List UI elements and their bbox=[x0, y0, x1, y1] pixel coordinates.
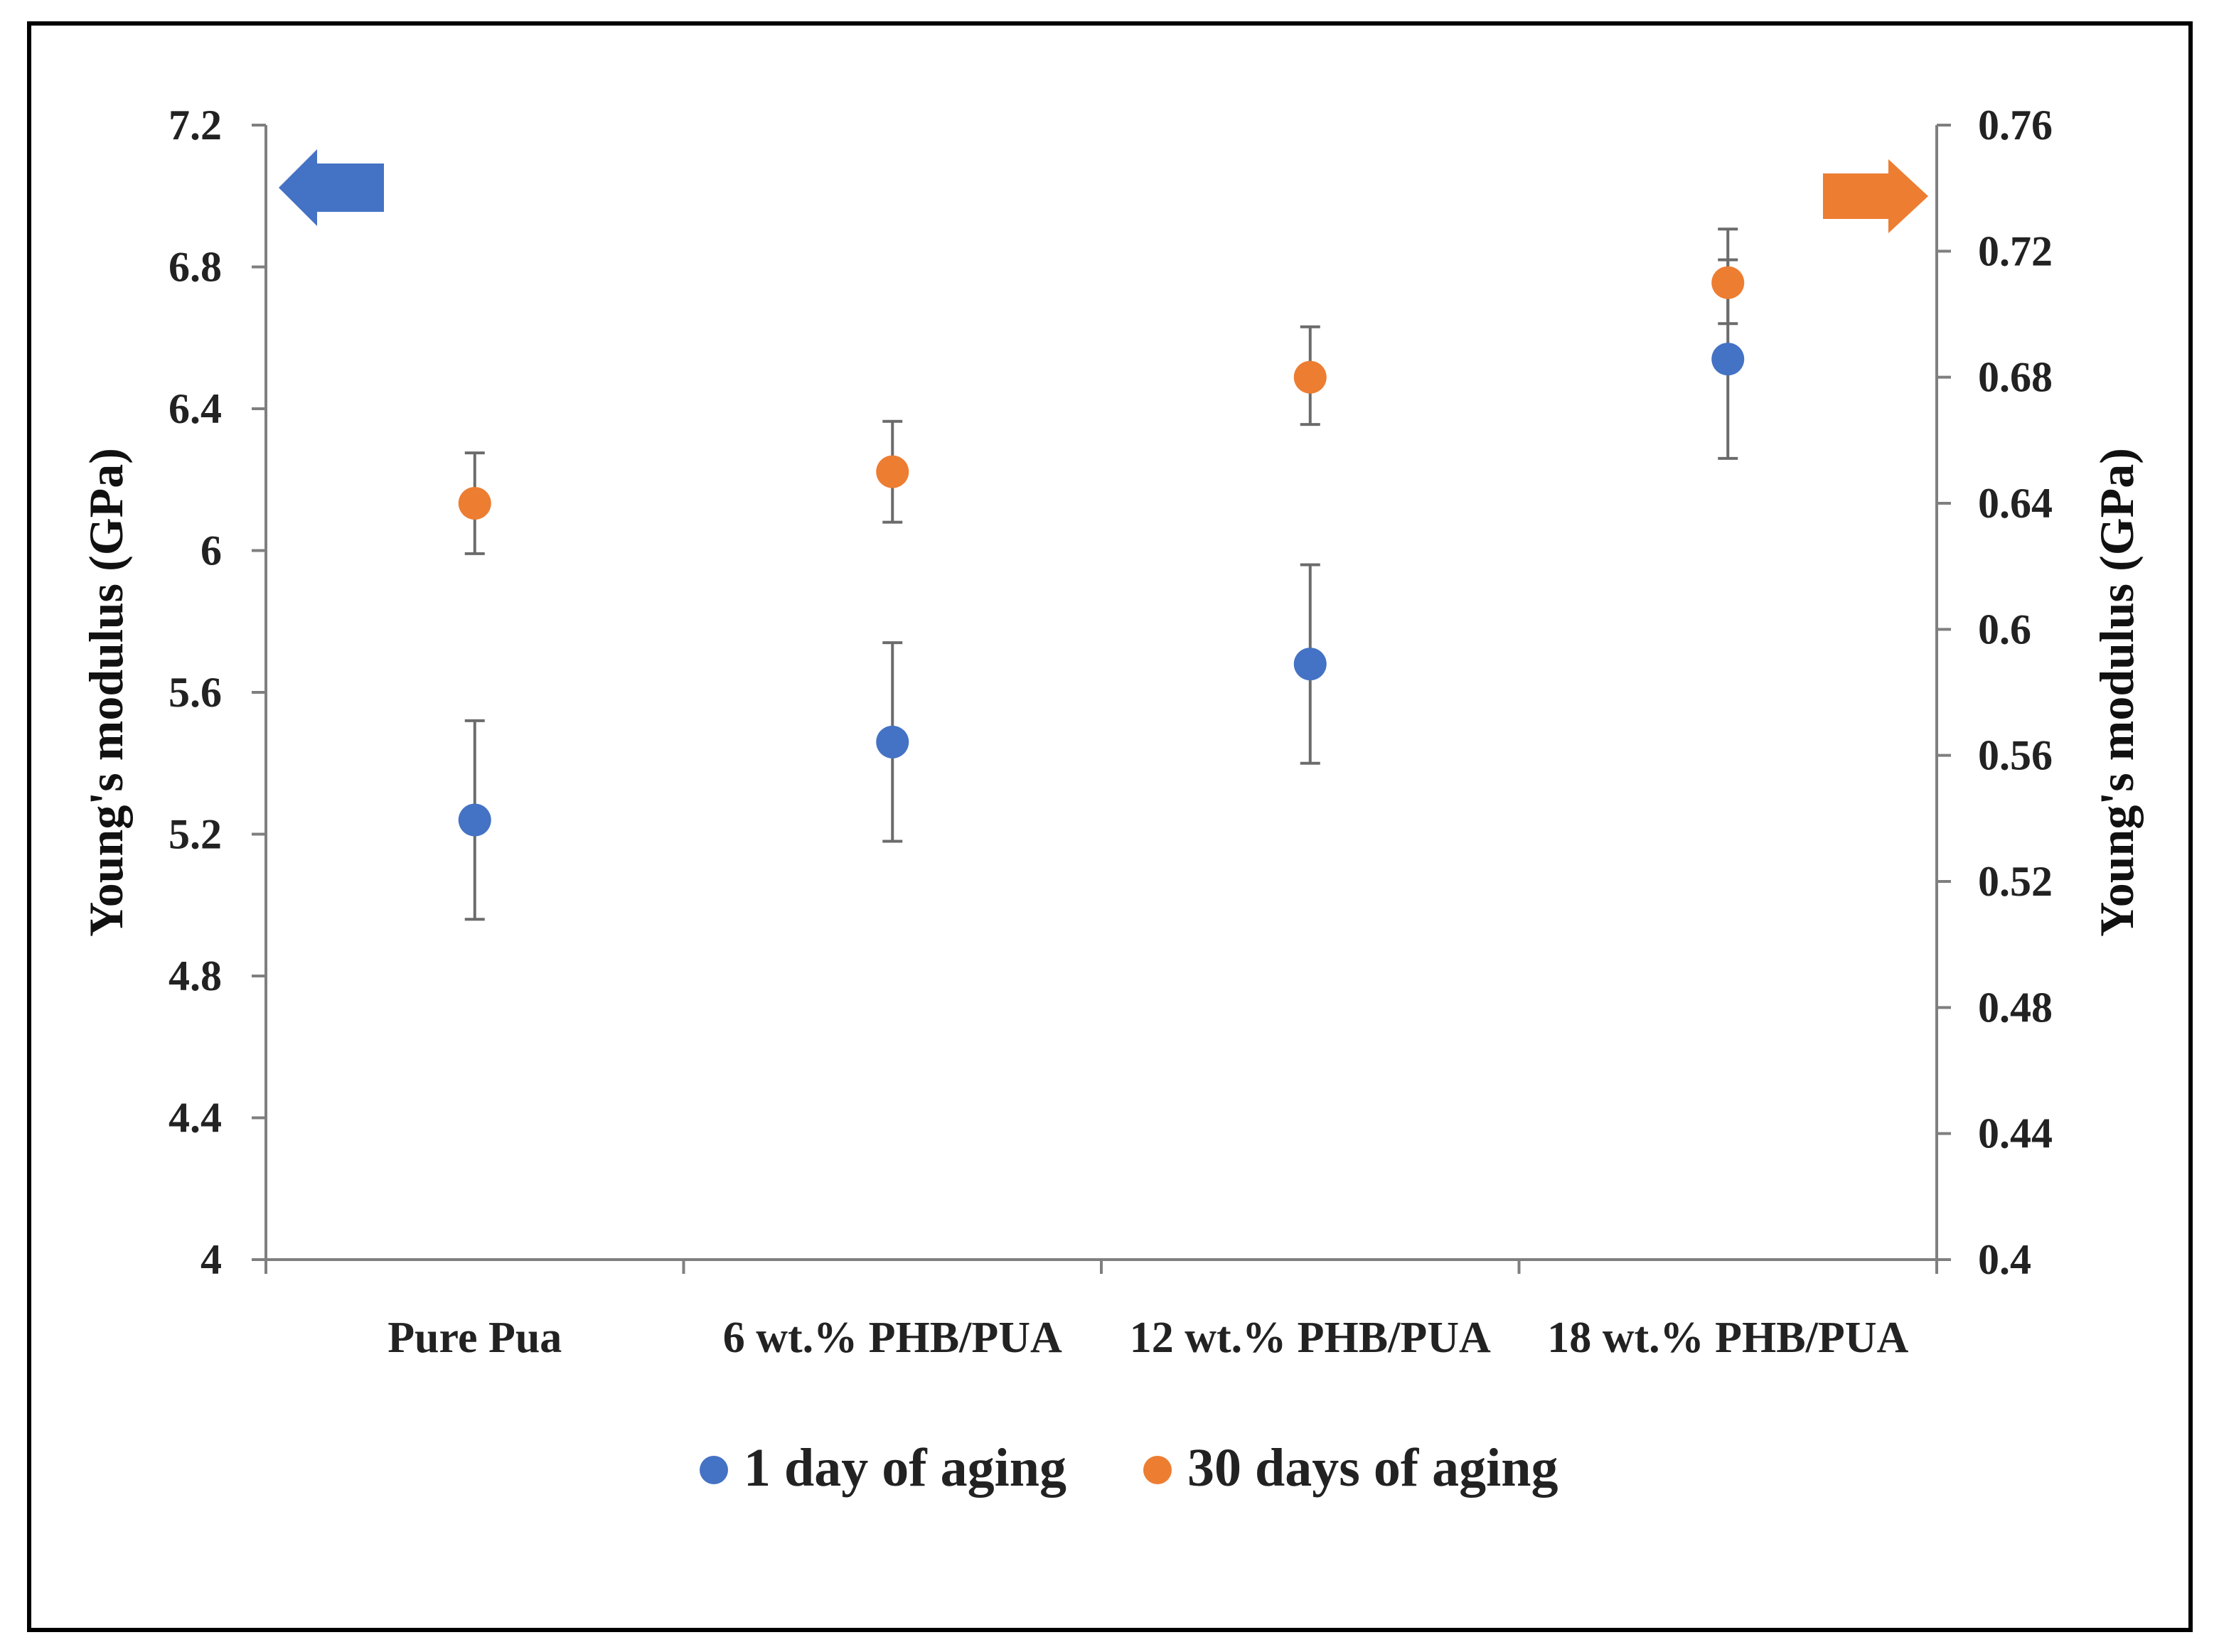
data-point-30-days bbox=[1293, 360, 1327, 394]
right-tick-label: 0.44 bbox=[1978, 1110, 2053, 1157]
left-tick-label: 4.4 bbox=[169, 1095, 222, 1142]
right-axis-title: Young's modulus (GPa) bbox=[2090, 448, 2144, 937]
data-point-1-day bbox=[876, 725, 909, 758]
figure-frame bbox=[27, 21, 2193, 1632]
legend: 1 day of aging 30 days of aging bbox=[700, 1438, 1558, 1498]
right-tick-label: 0.68 bbox=[1978, 354, 2053, 401]
right-tick-label: 0.76 bbox=[1978, 102, 2053, 149]
data-point-30-days bbox=[458, 487, 491, 520]
right-tick-label: 0.52 bbox=[1978, 858, 2053, 905]
left-tick-label: 4 bbox=[200, 1236, 222, 1283]
right-tick-label: 0.64 bbox=[1978, 480, 2053, 527]
left-tick-label: 5.2 bbox=[169, 811, 222, 858]
legend-marker bbox=[1143, 1456, 1172, 1484]
right-tick-label: 0.56 bbox=[1978, 732, 2053, 779]
x-category-label: 6 wt.% PHB/PUA bbox=[723, 1314, 1062, 1362]
x-category-label: 18 wt.% PHB/PUA bbox=[1547, 1314, 1908, 1362]
right-tick-label: 0.72 bbox=[1978, 227, 2053, 274]
left-tick-label: 5.6 bbox=[169, 669, 222, 716]
data-point-1-day bbox=[1293, 648, 1327, 681]
left-tick-label: 6.8 bbox=[169, 244, 222, 291]
x-category-label: 12 wt.% PHB/PUA bbox=[1130, 1314, 1491, 1362]
left-axis-arrow-icon bbox=[279, 149, 384, 226]
right-tick-label: 0.6 bbox=[1978, 606, 2031, 653]
x-category-label: Pure Pua bbox=[387, 1314, 562, 1362]
data-point-1-day bbox=[458, 803, 491, 837]
right-axis-arrow-icon bbox=[1823, 159, 1928, 233]
left-tick-label: 6 bbox=[200, 527, 222, 574]
left-tick-label: 7.2 bbox=[169, 102, 222, 149]
left-tick-label: 6.4 bbox=[169, 385, 222, 432]
legend-label: 30 days of aging bbox=[1187, 1438, 1558, 1498]
right-tick-label: 0.4 bbox=[1978, 1236, 2031, 1283]
axes-layer: 4 4.4 4.8 5.2 5.6 6 6.4 6.8 7.2 0.4 0.44 0.48 0.52 0.… bbox=[79, 102, 2144, 1362]
right-tick-label: 0.48 bbox=[1978, 984, 2053, 1031]
data-point-1-day bbox=[1711, 343, 1745, 376]
left-axis-title: Young's modulus (GPa) bbox=[79, 448, 133, 937]
data-point-30-days bbox=[1711, 266, 1745, 299]
data-point-30-days bbox=[876, 455, 909, 488]
marks-layer bbox=[458, 227, 1745, 921]
legend-label: 1 day of aging bbox=[744, 1438, 1066, 1498]
legend-marker bbox=[700, 1456, 728, 1484]
left-tick-label: 4.8 bbox=[169, 953, 222, 999]
